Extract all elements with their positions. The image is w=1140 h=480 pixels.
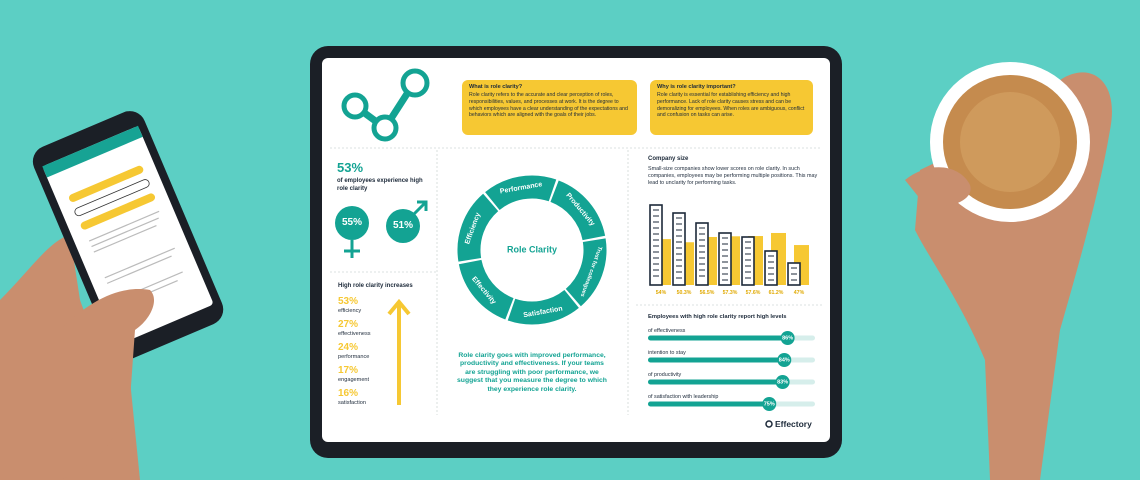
building: [718, 232, 732, 286]
company-size-title: Company size: [648, 156, 689, 162]
bar-label: 54%: [655, 290, 667, 296]
up-arrow: [387, 298, 411, 405]
company-size-chart: [649, 204, 809, 286]
phone-pill: [74, 179, 150, 217]
increase-label: engagement: [338, 377, 370, 383]
report-label: intention to stay: [648, 350, 686, 356]
male-symbol: [386, 200, 428, 243]
building: [649, 204, 663, 286]
bar-label: 56.5%: [699, 290, 715, 296]
report-bars: 86% 84% 83% 75%: [648, 331, 815, 411]
bar-value: 84%: [779, 357, 790, 363]
stat-value: 53%: [337, 160, 364, 175]
bar-end: [762, 397, 777, 411]
increases-title: High role clarity increases: [338, 283, 413, 289]
why-title: Why is role clarity important?: [657, 84, 736, 90]
increase-label: performance: [338, 354, 370, 360]
increase-label: effectiveness: [338, 331, 371, 337]
wheel-segment: [457, 193, 499, 262]
wheel-segment: [485, 175, 557, 211]
bar: [648, 401, 774, 407]
bar-label: 50.3%: [676, 290, 692, 296]
report-label: of effectiveness: [648, 328, 686, 334]
building: [672, 212, 686, 286]
increase-value: 16%: [338, 388, 359, 399]
increase-value: 24%: [338, 342, 359, 353]
why-box: Why is role clarity important? Role clar…: [650, 80, 813, 135]
increase-value: 53%: [338, 296, 359, 307]
bar-value: 83%: [777, 379, 788, 385]
bar-value: 75%: [764, 401, 775, 407]
bar-value: 86%: [782, 335, 793, 341]
tablet-screen: [322, 58, 830, 442]
wheel-center: Role Clarity: [507, 244, 557, 254]
closing-text: Role clarity goes with improved performa…: [457, 352, 607, 393]
report-label: of satisfaction with leadership: [648, 394, 719, 400]
logo-mark: [765, 420, 773, 428]
what-title: What is role clarity?: [469, 84, 523, 90]
bar-label: 47%: [793, 290, 805, 296]
phone-bar: [42, 125, 143, 178]
stat-text: of employees experience high role clarit…: [337, 178, 423, 192]
female-value: 55%: [341, 217, 362, 228]
building: [741, 236, 755, 286]
bar-label: 61.2%: [768, 290, 784, 296]
increase-label: efficiency: [338, 308, 362, 314]
bar-end: [775, 375, 790, 389]
what-box: What is role clarity? Role clarity refer…: [462, 80, 637, 135]
wheel-segment: [549, 180, 606, 241]
increase-value: 17%: [338, 365, 359, 376]
wheel-segment: [458, 259, 515, 320]
phone-pill: [69, 165, 144, 202]
logo: Effectory: [775, 419, 812, 429]
male-value: 51%: [392, 220, 413, 231]
bar-end: [780, 331, 795, 345]
increase-value: 27%: [338, 319, 359, 330]
wheel-segment: [565, 238, 607, 307]
what-text: Role clarity refers to the accurate and …: [469, 92, 628, 119]
right-thumb: [905, 167, 971, 207]
dividers: [330, 147, 822, 415]
female-symbol: [335, 206, 369, 258]
bar-label: 57.6%: [745, 290, 761, 296]
left-thumb: [0, 289, 155, 480]
increase-label: satisfaction: [338, 400, 366, 406]
phone-screen: [43, 127, 213, 344]
phone: [32, 111, 224, 360]
bar: [648, 357, 789, 363]
bar-label: 57.3%: [722, 290, 738, 296]
report-title: Employees with high role clarity report …: [648, 314, 787, 320]
coffee-foam: [960, 92, 1060, 192]
wheel-segment: [507, 289, 579, 325]
bar: [648, 379, 787, 385]
why-text: Role clarity is essential for establishi…: [657, 92, 805, 119]
network-icon: [341, 68, 430, 142]
phone-pill: [80, 193, 156, 230]
bar-end: [777, 353, 792, 367]
report-label: of productivity: [648, 372, 682, 378]
bar: [648, 335, 792, 341]
company-size-text: Small-size companies show lower scores o…: [648, 166, 818, 186]
